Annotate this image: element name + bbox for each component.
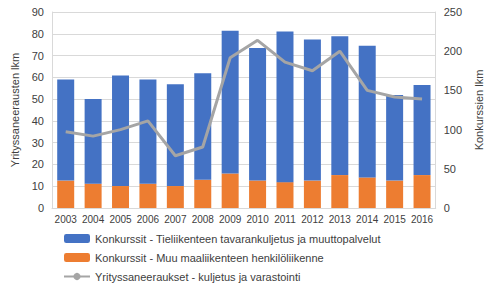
svg-text:2012: 2012 <box>301 214 324 225</box>
svg-text:2004: 2004 <box>82 214 105 225</box>
svg-text:Konkurssien lkm: Konkurssien lkm <box>473 70 485 151</box>
svg-text:150: 150 <box>444 84 462 96</box>
svg-text:50: 50 <box>32 93 44 105</box>
svg-text:90: 90 <box>32 6 44 18</box>
svg-text:100: 100 <box>444 124 462 136</box>
svg-text:30: 30 <box>32 137 44 149</box>
svg-text:2010: 2010 <box>246 214 269 225</box>
svg-text:20: 20 <box>32 158 44 170</box>
svg-text:0: 0 <box>444 202 450 214</box>
svg-text:70: 70 <box>32 50 44 62</box>
svg-text:60: 60 <box>32 71 44 83</box>
svg-text:40: 40 <box>32 115 44 127</box>
svg-text:2009: 2009 <box>219 214 242 225</box>
svg-text:Konkurssit - Muu maaliikenteen: Konkurssit - Muu maaliikenteen henkilöli… <box>95 252 324 264</box>
svg-text:80: 80 <box>32 28 44 40</box>
svg-text:Yrityssaneeraukset - kuljetus: Yrityssaneeraukset - kuljetus ja varasto… <box>95 271 300 283</box>
svg-text:2006: 2006 <box>137 214 160 225</box>
svg-text:2014: 2014 <box>356 214 379 225</box>
svg-text:2003: 2003 <box>55 214 78 225</box>
svg-text:2005: 2005 <box>109 214 132 225</box>
svg-text:0: 0 <box>38 202 44 214</box>
svg-text:2015: 2015 <box>384 214 407 225</box>
svg-text:Konkurssit - Tieliikenteen tav: Konkurssit - Tieliikenteen tavarankuljet… <box>95 233 381 245</box>
svg-text:250: 250 <box>444 6 462 18</box>
svg-text:2008: 2008 <box>192 214 215 225</box>
svg-text:Yrityssaneerausten lkm: Yrityssaneerausten lkm <box>9 53 21 167</box>
svg-text:2016: 2016 <box>411 214 434 225</box>
svg-text:2007: 2007 <box>164 214 187 225</box>
svg-text:50: 50 <box>444 163 456 175</box>
svg-text:2013: 2013 <box>329 214 352 225</box>
svg-text:2011: 2011 <box>274 214 296 225</box>
svg-text:10: 10 <box>32 180 44 192</box>
svg-text:200: 200 <box>444 45 462 57</box>
